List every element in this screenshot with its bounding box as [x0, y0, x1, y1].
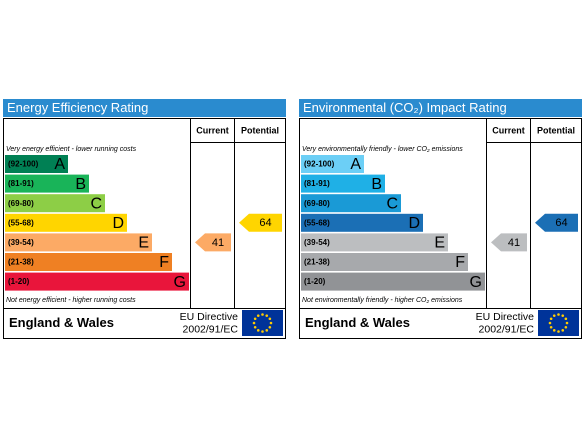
band-letter: D [408, 215, 420, 232]
band-range: (55-68) [304, 218, 330, 227]
eu-star [265, 314, 269, 317]
band-range: (39-54) [8, 238, 34, 247]
eu-star [552, 314, 556, 317]
band-range: (69-80) [8, 199, 34, 208]
rating-value: 41 [508, 237, 520, 249]
band-letter: D [112, 215, 124, 232]
band-range: (39-54) [304, 238, 330, 247]
band [5, 253, 172, 271]
eu-star [552, 329, 556, 332]
band [5, 233, 152, 252]
band-range: (21-38) [304, 258, 330, 267]
band [301, 213, 423, 232]
band [301, 155, 364, 173]
band [5, 272, 189, 291]
column-header: Potential [241, 125, 279, 135]
band-range: (1-20) [8, 277, 30, 286]
band-letter: E [138, 235, 149, 252]
column-header: Current [196, 125, 229, 135]
eu-star [549, 317, 553, 321]
band [5, 194, 105, 213]
band [5, 155, 68, 173]
eu-star [265, 329, 269, 332]
directive-code: 2002/91/EC [479, 323, 535, 335]
eu-star [268, 325, 272, 329]
eu-star [557, 313, 560, 316]
eu-star [256, 314, 260, 317]
bottom-note: Not energy efficient - higher running co… [6, 297, 136, 304]
band-range: (81-91) [304, 179, 330, 188]
eu-star [565, 321, 569, 325]
band [5, 174, 89, 193]
band-range: (92-100) [304, 160, 335, 169]
band-range: (92-100) [8, 160, 39, 169]
eu-star [549, 325, 553, 329]
band-letter: C [90, 195, 102, 212]
band-range: (1-20) [304, 277, 326, 286]
panel-title: Environmental (CO₂) Impact Rating [303, 100, 507, 115]
eu-star [564, 317, 568, 321]
top-note: Very energy efficient - lower running co… [6, 146, 137, 153]
eu-star [561, 314, 565, 317]
region: England & Wales [305, 315, 410, 330]
frame [299, 118, 582, 339]
rating-arrow [535, 213, 578, 232]
band [301, 233, 448, 252]
eu-star [561, 329, 565, 332]
band-range: (69-80) [304, 199, 330, 208]
rating-value: 64 [259, 217, 271, 229]
title-bar [299, 99, 582, 117]
eu-star [564, 325, 568, 329]
band [301, 194, 401, 213]
column-header: Current [492, 125, 525, 135]
band-range: (81-91) [8, 179, 34, 188]
band [301, 272, 485, 291]
eu-star [252, 321, 256, 325]
column-header: Potential [537, 125, 575, 135]
band-range: (21-38) [8, 258, 34, 267]
rating-arrow [239, 213, 282, 232]
band-letter: B [371, 176, 382, 193]
region: England & Wales [9, 315, 114, 330]
rating-value: 64 [555, 217, 567, 229]
band-letter: G [470, 274, 482, 291]
eu-star [261, 330, 264, 333]
rating-arrow [491, 233, 527, 252]
band-letter: B [75, 176, 86, 193]
eu-star [253, 317, 257, 321]
band-letter: A [54, 156, 65, 173]
directive-code: 2002/91/EC [183, 323, 239, 335]
eu-star [268, 317, 272, 321]
top-note: Very environmentally friendly - lower CO… [302, 146, 463, 153]
band [301, 174, 385, 193]
band-letter: E [434, 235, 445, 252]
band-letter: C [386, 195, 398, 212]
eu-star [253, 325, 257, 329]
title-bar [3, 99, 286, 117]
eu-star [261, 313, 264, 316]
eu-star [269, 321, 273, 325]
directive: EU Directive [180, 311, 239, 323]
bottom-note: Not environmentally friendly - higher CO… [302, 297, 463, 304]
rating-arrow [195, 233, 231, 252]
rating-value: 41 [212, 237, 224, 249]
eu-star [557, 330, 560, 333]
band [5, 213, 127, 232]
band-letter: F [455, 254, 465, 271]
directive: EU Directive [476, 311, 535, 323]
band [301, 253, 468, 271]
eu-star [548, 321, 552, 325]
band-letter: G [174, 274, 186, 291]
panel-title: Energy Efficiency Rating [7, 100, 148, 115]
band-letter: A [350, 156, 361, 173]
frame [3, 118, 286, 339]
band-letter: F [159, 254, 169, 271]
eu-star [256, 329, 260, 332]
band-range: (55-68) [8, 218, 34, 227]
